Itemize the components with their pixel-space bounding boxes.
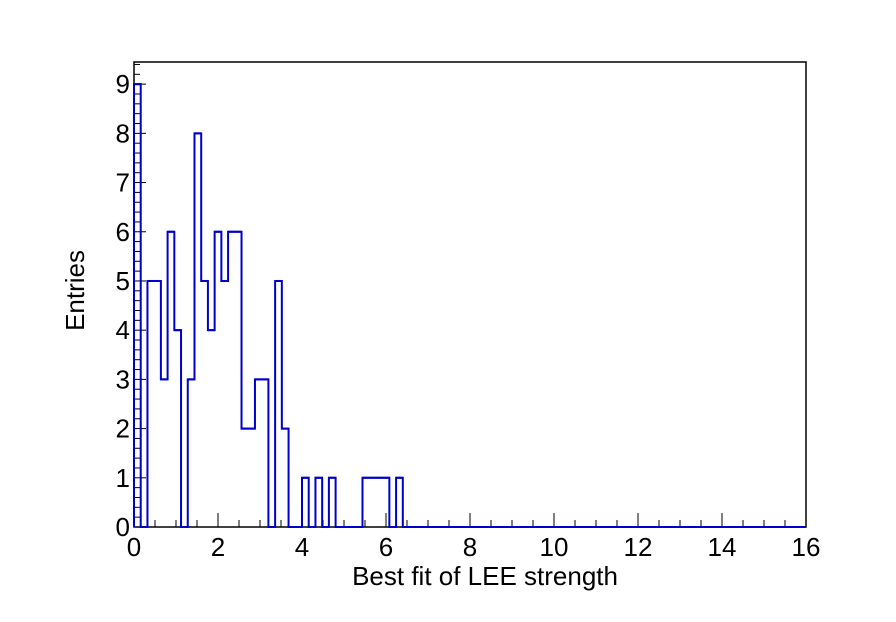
x-tick-label: 4 <box>295 532 309 562</box>
x-tick-label: 8 <box>463 532 477 562</box>
x-tick-label: 10 <box>540 532 569 562</box>
plot-frame <box>133 61 807 528</box>
x-tick-label: 14 <box>708 532 737 562</box>
x-tick-label: 0 <box>127 532 141 562</box>
y-tick-label: 8 <box>116 118 130 148</box>
y-tick-labels: 0 1 2 3 4 5 6 7 8 9 <box>116 69 130 542</box>
x-tick-label: 2 <box>211 532 225 562</box>
x-tick-label: 6 <box>379 532 393 562</box>
y-tick-label: 5 <box>116 266 130 296</box>
y-axis-title: Entries <box>60 250 90 331</box>
y-tick-label: 6 <box>116 217 130 247</box>
x-tick-label: 16 <box>792 532 821 562</box>
y-tick-label: 0 <box>116 512 130 542</box>
axis-ticks <box>133 63 807 528</box>
x-axis-title: Best fit of LEE strength <box>352 561 618 591</box>
x-tick-label: 12 <box>624 532 653 562</box>
y-tick-label: 9 <box>116 69 130 99</box>
histogram-outline <box>133 83 806 528</box>
y-tick-label: 4 <box>116 315 130 345</box>
y-tick-label: 3 <box>116 364 130 394</box>
y-tick-label: 2 <box>116 414 130 444</box>
y-tick-label: 7 <box>116 168 130 198</box>
x-tick-labels: 0 2 4 6 8 10 12 14 16 <box>127 532 821 562</box>
y-tick-label: 1 <box>116 463 130 493</box>
